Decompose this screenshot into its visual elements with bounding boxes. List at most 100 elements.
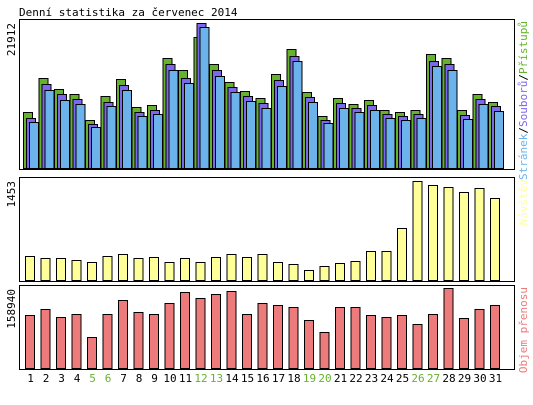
- bar-n-v-t-v-day-4: [71, 260, 82, 281]
- bar-objem-p-enosu-day-2: [40, 309, 51, 369]
- legend-entry: Přístupů: [517, 21, 530, 74]
- panel-legend: Objem přenosu: [517, 287, 530, 373]
- bar-str-nek-day-30: [478, 104, 489, 169]
- bar-n-v-t-v-day-8: [133, 258, 144, 281]
- x-tick-label-day-28: 28: [442, 372, 455, 385]
- x-tick-label-day-16: 16: [256, 372, 269, 385]
- bar-objem-p-enosu-day-11: [180, 292, 190, 369]
- bar-objem-p-enosu-day-3: [56, 317, 66, 369]
- legend-entry: Souborů: [517, 81, 530, 127]
- x-tick-label-day-18: 18: [287, 372, 300, 385]
- legend-separator: /: [517, 127, 530, 134]
- x-tick-label-day-30: 30: [473, 372, 486, 385]
- bar-n-v-t-v-day-18: [288, 264, 299, 281]
- bar-str-nek-day-2: [44, 90, 55, 169]
- bar-str-nek-day-11: [184, 83, 194, 169]
- bar-objem-p-enosu-day-21: [335, 307, 345, 369]
- bar-str-nek-day-26: [416, 118, 427, 169]
- bar-objem-p-enosu-day-5: [87, 337, 97, 369]
- bar-str-nek-day-1: [29, 122, 39, 169]
- panel-scale-label: 21912: [5, 23, 18, 56]
- bar-str-nek-day-6: [106, 106, 117, 169]
- x-tick-label-day-4: 4: [74, 372, 81, 385]
- bar-objem-p-enosu-day-1: [25, 315, 35, 369]
- legend-separator: /: [517, 74, 530, 81]
- bar-n-v-t-v-day-24: [381, 251, 392, 281]
- bar-objem-p-enosu-day-18: [288, 307, 299, 369]
- bar-objem-p-enosu-day-26: [412, 324, 423, 369]
- bar-n-v-t-v-day-11: [180, 258, 190, 281]
- bar-objem-p-enosu-day-17: [273, 305, 283, 369]
- x-tick-label-day-25: 25: [396, 372, 409, 385]
- bar-n-v-t-v-day-13: [211, 257, 221, 281]
- bar-n-v-t-v-day-21: [335, 263, 345, 281]
- x-tick-label-day-26: 26: [411, 372, 424, 385]
- x-tick-label-day-13: 13: [210, 372, 223, 385]
- x-tick-label-day-2: 2: [43, 372, 50, 385]
- bar-n-v-t-v-day-22: [350, 261, 361, 281]
- bar-str-nek-day-18: [292, 61, 303, 169]
- x-tick-label-day-21: 21: [334, 372, 347, 385]
- bar-n-v-t-v-day-20: [319, 266, 330, 281]
- x-tick-label-day-9: 9: [151, 372, 158, 385]
- bar-objem-p-enosu-day-30: [474, 309, 485, 369]
- bar-str-nek-day-21: [339, 108, 349, 169]
- bar-str-nek-day-5: [91, 127, 101, 169]
- chart-title: Denní statistika za červenec 2014: [19, 6, 238, 19]
- panel-top: 21912 Stránek/Souborů/Přístupů: [5, 19, 530, 180]
- x-tick-label-day-8: 8: [136, 372, 143, 385]
- bar-objem-p-enosu-day-7: [118, 300, 128, 369]
- bar-str-nek-day-28: [447, 70, 458, 169]
- bar-str-nek-day-31: [494, 111, 504, 169]
- x-tick-label-day-29: 29: [458, 372, 471, 385]
- x-tick-label-day-23: 23: [365, 372, 378, 385]
- bar-str-nek-day-13: [215, 76, 225, 169]
- x-tick-label-day-5: 5: [89, 372, 96, 385]
- bar-objem-p-enosu-day-27: [428, 314, 438, 369]
- x-tick-label-day-20: 20: [318, 372, 331, 385]
- bar-objem-p-enosu-day-19: [304, 320, 314, 369]
- bar-n-v-t-v-day-3: [56, 258, 66, 281]
- bar-n-v-t-v-day-5: [87, 262, 97, 281]
- bar-objem-p-enosu-day-24: [381, 317, 392, 369]
- bar-n-v-t-v-day-25: [397, 228, 407, 281]
- bar-str-nek-day-27: [432, 66, 442, 169]
- x-tick-label-day-12: 12: [194, 372, 207, 385]
- bar-str-nek-day-23: [370, 110, 380, 169]
- bar-str-nek-day-29: [463, 119, 473, 169]
- x-tick-label-day-31: 31: [489, 372, 502, 385]
- bar-str-nek-day-14: [230, 92, 241, 169]
- bar-str-nek-day-7: [122, 90, 132, 169]
- bar-n-v-t-v-day-1: [25, 256, 35, 281]
- bar-objem-p-enosu-day-15: [242, 314, 252, 369]
- bar-n-v-t-v-day-31: [490, 198, 500, 281]
- bar-str-nek-day-20: [323, 123, 334, 169]
- bar-n-v-t-v-day-6: [102, 256, 113, 281]
- bar-objem-p-enosu-day-31: [490, 305, 500, 369]
- bar-str-nek-day-22: [354, 112, 365, 169]
- panel-legend: Stránek/Souborů/Přístupů: [517, 21, 530, 180]
- bar-n-v-t-v-day-12: [195, 262, 206, 281]
- bar-objem-p-enosu-day-4: [71, 314, 82, 369]
- bar-objem-p-enosu-day-10: [164, 303, 175, 369]
- bar-objem-p-enosu-day-9: [149, 314, 159, 369]
- bar-objem-p-enosu-day-12: [195, 298, 206, 369]
- x-tick-label-day-7: 7: [120, 372, 127, 385]
- bar-n-v-t-v-day-27: [428, 185, 438, 281]
- x-tick-label-day-17: 17: [272, 372, 285, 385]
- bar-n-v-t-v-day-26: [412, 181, 423, 281]
- bar-str-nek-day-25: [401, 120, 411, 169]
- bar-objem-p-enosu-day-28: [443, 288, 454, 369]
- bar-objem-p-enosu-day-23: [366, 315, 376, 369]
- bar-objem-p-enosu-day-22: [350, 307, 361, 369]
- bar-objem-p-enosu-day-25: [397, 315, 407, 369]
- bar-n-v-t-v-day-16: [257, 254, 268, 281]
- bar-objem-p-enosu-day-6: [102, 314, 113, 369]
- x-tick-label-day-10: 10: [163, 372, 176, 385]
- bar-n-v-t-v-day-10: [164, 262, 175, 281]
- bar-n-v-t-v-day-7: [118, 254, 128, 281]
- bar-str-nek-day-10: [168, 70, 179, 169]
